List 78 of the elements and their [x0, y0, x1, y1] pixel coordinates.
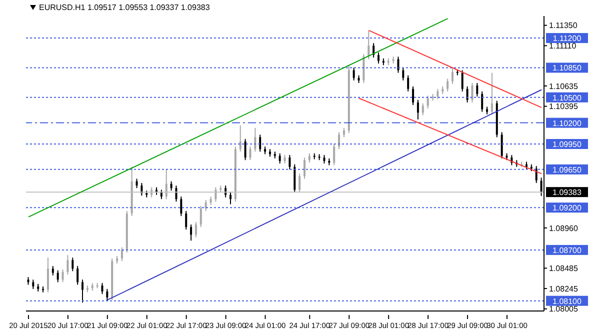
candlestick — [72, 257, 74, 272]
candlestick — [397, 56, 400, 74]
y-tick-label: 1.08960 — [549, 224, 578, 233]
ref-line-label: 1.09383 — [552, 188, 582, 198]
y-tick-label: 1.11350 — [549, 21, 578, 30]
candlestick — [170, 180, 172, 192]
chart-title: EURUSD.H1 1.09517 1.09553 1.09337 1.09383 — [39, 3, 210, 12]
candlestick — [185, 210, 188, 230]
candlestick — [436, 88, 439, 100]
candlestick — [180, 196, 182, 217]
candlestick — [471, 82, 474, 103]
candlestick — [294, 164, 296, 193]
candlestick — [466, 86, 468, 103]
ref-line-label: 1.09650 — [552, 165, 582, 174]
candlestick — [82, 279, 84, 304]
y-tick-label: 1.10635 — [549, 82, 578, 91]
candlestick — [62, 268, 64, 283]
y-tick-label: 1.11110 — [549, 42, 577, 51]
y-tick-label: 1.08485 — [549, 264, 578, 274]
candlestick — [46, 257, 49, 293]
y-tick-label: 1.08245 — [549, 284, 578, 294]
candlestick — [446, 78, 449, 92]
candlestick — [352, 67, 355, 81]
candlestick — [254, 127, 256, 152]
candlestick — [106, 288, 108, 302]
candlestick — [52, 266, 54, 276]
ref-line-label: 1.10200 — [552, 118, 582, 128]
candlestick — [101, 282, 104, 295]
candlestick — [230, 192, 232, 205]
candlestick — [407, 74, 410, 92]
candlestick — [200, 205, 202, 228]
candlestick — [461, 70, 464, 92]
candlestick — [194, 221, 197, 238]
candlestick — [165, 168, 168, 200]
candlestick — [244, 138, 246, 161]
candlestick — [342, 127, 345, 138]
candlestick — [288, 154, 291, 170]
candlestick — [298, 173, 301, 193]
candlestick — [333, 144, 336, 166]
candlestick — [402, 67, 404, 81]
candlestick — [362, 54, 365, 84]
candlestick — [490, 72, 493, 115]
ref-line-label: 1.10500 — [552, 93, 582, 102]
candlestick — [32, 279, 34, 290]
candlestick — [278, 152, 281, 164]
candlestick — [378, 52, 380, 64]
candlestick — [204, 199, 207, 212]
candlestick — [259, 134, 262, 152]
ref-line-label: 1.09950 — [552, 140, 582, 150]
candlestick — [175, 185, 178, 202]
candlestick — [249, 146, 252, 161]
candlestick — [368, 30, 370, 60]
candlestick — [190, 224, 192, 242]
ref-line-label: 1.08700 — [552, 246, 582, 255]
candlestick — [481, 90, 484, 112]
candlestick — [308, 152, 310, 164]
candlestick — [452, 68, 454, 84]
candlestick — [239, 124, 242, 152]
ref-line-label: 1.08100 — [552, 296, 582, 306]
candlestick — [66, 254, 69, 276]
ref-line-label: 1.10850 — [552, 64, 582, 73]
candlestick — [476, 82, 478, 98]
candlestick — [426, 95, 429, 109]
candlestick — [422, 102, 424, 116]
candlestick — [500, 132, 503, 159]
candlestick — [56, 270, 59, 283]
y-tick-label: 1.08005 — [549, 304, 578, 314]
candlestick — [416, 99, 419, 120]
candlestick — [412, 86, 414, 106]
ref-line-label: 1.11200 — [552, 34, 582, 44]
candlestick — [76, 266, 79, 286]
candlestick — [160, 189, 162, 200]
candlestick — [136, 178, 138, 189]
candlestick — [304, 157, 306, 180]
candlestick — [338, 132, 340, 150]
candlestick — [120, 246, 123, 262]
y-tick-label: 1.10395 — [549, 102, 578, 112]
ref-line-label: 1.09200 — [552, 204, 582, 213]
